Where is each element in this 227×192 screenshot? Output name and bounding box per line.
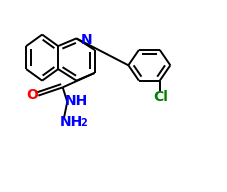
Text: Cl: Cl	[153, 89, 168, 103]
Text: N: N	[81, 33, 92, 47]
Text: NH: NH	[65, 94, 88, 108]
Text: O: O	[26, 88, 38, 102]
Text: NH: NH	[59, 115, 82, 129]
Text: 2: 2	[79, 118, 86, 128]
